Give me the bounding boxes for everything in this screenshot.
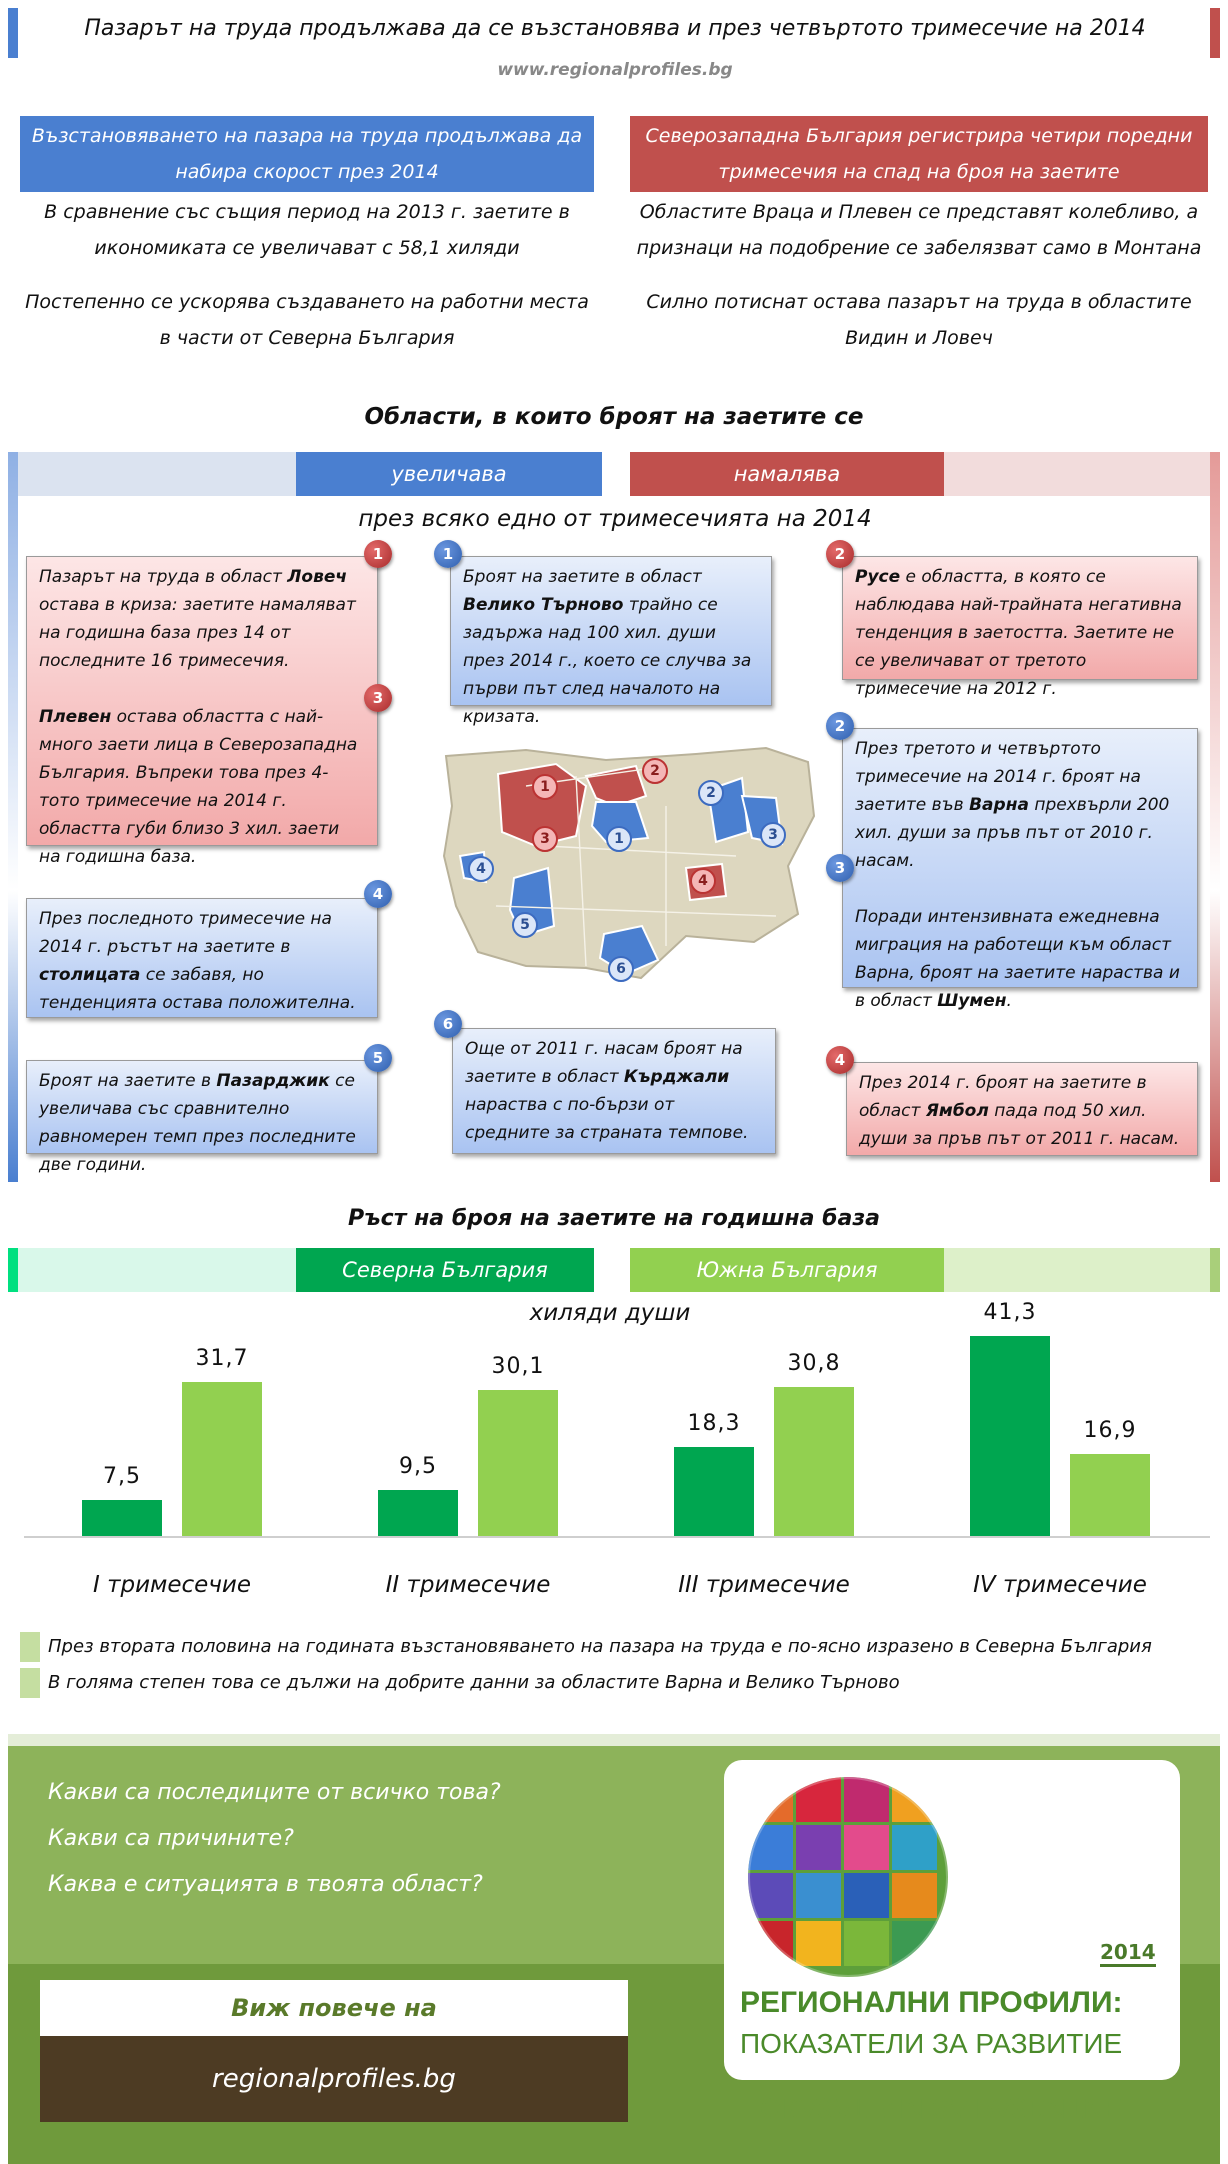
regions-heading: Области, в които броят на заетите се <box>364 404 864 430</box>
kardzhali-box: Още от 2011 г. насам броят на заетите в … <box>452 1028 776 1154</box>
bar-south-q1 <box>182 1382 262 1536</box>
badge-blue-6: 6 <box>434 1010 462 1038</box>
growth-right-accent <box>1210 1248 1220 1292</box>
value-label-south-q1: 31,7 <box>195 1346 249 1371</box>
varna-shumen-box: През третото и четвъртото тримесечие на … <box>842 728 1198 1011</box>
growth-heading: Ръст на броя на заетите на годишна база <box>348 1206 880 1231</box>
bulgaria-map: 1 2 3 4 1 2 3 4 5 6 <box>436 746 818 986</box>
category-label-q2: II тримесечие <box>385 1572 551 1598</box>
bar-north-q2 <box>378 1490 458 1536</box>
value-label-north-q3: 18,3 <box>687 1411 741 1436</box>
map-marker-red-4: 4 <box>690 868 716 894</box>
badge-red-3: 3 <box>364 684 392 712</box>
ruse-box: Русе е областта, в която се наблюдава на… <box>842 556 1198 699</box>
badge-blue-1: 1 <box>434 540 462 568</box>
badge-blue-3: 3 <box>826 854 854 882</box>
pazardzhik-box: Броят на заетите в Пазарджик се увеличав… <box>26 1060 378 1175</box>
footer-top-line <box>8 1734 1220 1746</box>
regions-frame: увеличава намалява <box>8 452 1220 1182</box>
bar-north-q3 <box>674 1447 754 1536</box>
category-label-q4: IV тримесечие <box>973 1572 1147 1598</box>
badge-red-4: 4 <box>826 1046 854 1074</box>
chart-unit: хиляди души <box>529 1300 691 1326</box>
value-label-south-q2: 30,1 <box>491 1354 545 1379</box>
intro-left-text-2: Постепенно се ускорява създаването на ра… <box>25 291 589 349</box>
category-label-q3: III тримесечие <box>678 1572 850 1598</box>
frame-right-bar <box>1210 452 1220 1182</box>
badge-blue-5: 5 <box>364 1044 392 1072</box>
category-label-q1: I тримесечие <box>92 1572 252 1598</box>
bar-north-q4 <box>970 1336 1050 1536</box>
value-label-south-q3: 30,8 <box>787 1351 841 1376</box>
map-marker-blue-5: 5 <box>512 912 538 938</box>
note-marker-2 <box>20 1668 40 1698</box>
footer-question-2: Какви са причините? <box>48 1826 294 1851</box>
map-svg <box>442 746 816 980</box>
north-label: Северна България <box>296 1248 594 1292</box>
intro-left-text-1: В сравнение със същия период на 2013 г. … <box>44 201 570 259</box>
veliko-tarnovo-box: Броят на заетите в област Велико Търново… <box>450 556 772 727</box>
chart-baseline <box>24 1536 1210 1538</box>
lovech-pleven-box: Пазарът на труда в област Ловеч остава в… <box>26 556 378 867</box>
regions-subheading: през всяко едно от тримесечията на 2014 <box>358 506 872 532</box>
badge-blue-4: 4 <box>364 880 392 908</box>
map-marker-red-3: 3 <box>532 826 558 852</box>
decrease-band-bg <box>944 452 1210 496</box>
value-label-north-q4: 41,3 <box>983 1300 1037 1325</box>
footer-question-3: Каква е ситуацията в твоята област? <box>48 1872 483 1897</box>
sofia-box: През последното тримесечие на 2014 г. ръ… <box>26 898 378 1018</box>
header-left-accent <box>8 8 18 58</box>
note-2: В голяма степен това се дължи на добрите… <box>48 1672 900 1693</box>
intro-right-text-1: Областите Враца и Плевен се представят к… <box>636 201 1202 259</box>
south-band-bg <box>944 1248 1210 1292</box>
decrease-label: намалява <box>630 452 944 496</box>
see-more-label: Виж повече на <box>40 1980 628 2036</box>
bar-south-q4 <box>1070 1454 1150 1536</box>
intro-left-banner: Възстановяването на пазара на труда прод… <box>20 116 594 192</box>
north-band-bg <box>18 1248 298 1292</box>
increase-label: увеличава <box>296 452 602 496</box>
logo-globe-icon <box>738 1772 988 1982</box>
bar-north-q1 <box>82 1500 162 1536</box>
south-label: Южна България <box>630 1248 944 1292</box>
note-1: През втората половина на годината възста… <box>48 1636 1152 1657</box>
header-right-accent <box>1210 8 1220 58</box>
note-marker-1 <box>20 1632 40 1662</box>
site-url[interactable]: www.regionalprofiles.bg <box>497 60 733 80</box>
growth-chart: 7,5 31,7 I тримесечие 9,5 30,1 II тримесечие 1… <box>24 1300 1210 1660</box>
increase-band-bg <box>18 452 304 496</box>
logo-reflection: ПОКАЗАТЕЛИ ЗА РАЗВИТИЕ <box>740 2093 1123 2124</box>
value-label-south-q4: 16,9 <box>1083 1418 1137 1443</box>
page-title: Пазарът на труда продължава да се възста… <box>84 16 1146 41</box>
logo-card: 2014 РЕГИОНАЛНИ ПРОФИЛИ: ПОКАЗАТЕЛИ ЗА Р… <box>724 1760 1180 2080</box>
bar-south-q2 <box>478 1390 558 1536</box>
map-marker-blue-1: 1 <box>606 826 632 852</box>
growth-left-accent <box>8 1248 18 1292</box>
logo-year: 2014 <box>1100 1940 1156 1967</box>
frame-left-bar <box>8 452 18 1182</box>
intro-right-text-2: Силно потиснат остава пазарът на труда в… <box>646 291 1192 349</box>
value-label-north-q2: 9,5 <box>399 1454 437 1479</box>
logo-title: РЕГИОНАЛНИ ПРОФИЛИ: <box>740 1986 1123 2019</box>
badge-red-2: 2 <box>826 540 854 568</box>
value-label-north-q1: 7,5 <box>103 1464 141 1489</box>
badge-red-1: 1 <box>364 540 392 568</box>
footer-question-1: Какви са последиците от всичко това? <box>48 1780 501 1805</box>
map-marker-blue-6: 6 <box>608 956 634 982</box>
yambol-box: През 2014 г. броят на заетите в област Я… <box>846 1062 1198 1156</box>
map-marker-blue-3: 3 <box>760 822 786 848</box>
badge-blue-2: 2 <box>826 712 854 740</box>
logo-subtitle: ПОКАЗАТЕЛИ ЗА РАЗВИТИЕ <box>740 2028 1123 2059</box>
bar-south-q3 <box>774 1387 854 1536</box>
intro-right-banner: Северозападна България регистрира четири… <box>630 116 1208 192</box>
map-marker-red-2: 2 <box>642 758 668 784</box>
map-marker-red-1: 1 <box>532 774 558 800</box>
see-more-link[interactable]: regionalprofiles.bg <box>40 2036 628 2122</box>
map-marker-blue-2: 2 <box>698 780 724 806</box>
map-marker-blue-4: 4 <box>468 856 494 882</box>
